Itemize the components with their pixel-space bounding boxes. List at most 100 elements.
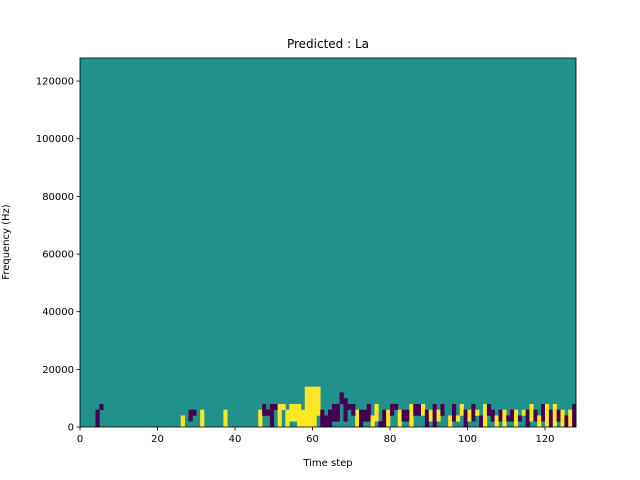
heatmap-cell — [289, 409, 294, 416]
heatmap-cell — [424, 421, 430, 428]
heatmap-cell — [467, 409, 472, 416]
heatmap-cell — [347, 403, 352, 411]
heatmap-cell — [498, 415, 503, 422]
heatmap-cell — [343, 398, 348, 405]
heatmap-cell — [475, 409, 480, 416]
heatmap-cell — [304, 403, 309, 411]
x-tick-label: 100 — [458, 434, 477, 445]
heatmap-cell — [386, 409, 391, 416]
heatmap-cell — [339, 398, 344, 405]
heatmap-cell — [258, 421, 263, 428]
heatmap-cell — [316, 392, 321, 399]
heatmap-cell — [510, 409, 515, 416]
heatmap-cell — [308, 392, 313, 399]
heatmap-cell — [312, 398, 317, 405]
heatmap-cell — [366, 415, 371, 422]
heatmap-cell — [95, 415, 100, 422]
heatmap-cell — [359, 415, 364, 422]
heatmap-cell — [413, 409, 418, 416]
heatmap-cell — [200, 421, 205, 428]
heatmap-cell — [370, 415, 375, 422]
heatmap-cell — [293, 403, 298, 411]
heatmap-cell — [331, 415, 337, 422]
heatmap-cell — [552, 403, 557, 411]
heatmap-cell — [312, 392, 317, 399]
heatmap-cell — [343, 409, 348, 416]
heatmap-cell — [304, 392, 309, 399]
heatmap-cell — [300, 415, 306, 422]
heatmap-cell — [304, 415, 309, 422]
heatmap-cell — [304, 398, 309, 405]
heatmap-cell — [390, 409, 395, 416]
y-axis: 0 20000 40000 60000 80000 100000 120000 — [36, 77, 80, 434]
heatmap-cell — [382, 415, 387, 422]
heatmap-cell — [545, 409, 550, 416]
heatmap-cell — [320, 421, 325, 428]
heatmap-cell — [355, 415, 360, 422]
heatmap-cell — [316, 403, 321, 411]
heatmap-cell — [312, 421, 317, 428]
heatmap-cell — [312, 386, 317, 393]
plot-area — [80, 58, 577, 428]
heatmap-cell — [308, 386, 313, 393]
heatmap-cell — [436, 415, 441, 422]
x-tick-label: 0 — [77, 434, 83, 445]
heatmap-cell — [320, 409, 325, 416]
heatmap-cell — [269, 421, 275, 428]
heatmap-cell — [269, 403, 275, 411]
heatmap-cell — [421, 409, 426, 416]
heatmap-cell — [529, 409, 534, 416]
heatmap-cell — [463, 415, 468, 422]
heatmap-cell — [486, 403, 492, 411]
heatmap-cell — [517, 415, 523, 422]
heatmap-cell — [335, 415, 340, 422]
heatmap-cell — [471, 403, 476, 411]
heatmap-cell — [390, 403, 395, 411]
heatmap-cell — [483, 421, 488, 428]
heatmap-cell — [459, 409, 464, 416]
heatmap-cell — [502, 415, 507, 422]
heatmap-cell — [471, 415, 476, 422]
heatmap-cell — [362, 409, 368, 416]
heatmap-cell — [277, 421, 282, 428]
heatmap-cell — [397, 415, 402, 422]
heatmap-cell — [95, 409, 100, 416]
heatmap-cell — [277, 409, 282, 416]
heatmap-cell — [99, 403, 104, 411]
heatmap-cell — [564, 415, 569, 422]
heatmap-cell — [223, 415, 228, 422]
heatmap-cell — [262, 409, 267, 416]
heatmap-cell — [409, 403, 414, 411]
heatmap-cell — [479, 421, 484, 428]
heatmap-cell — [393, 403, 399, 411]
chart-title: Predicted : La — [287, 37, 369, 51]
heatmap-cell — [455, 415, 461, 422]
heatmap-cell — [483, 415, 488, 422]
heatmap-cell — [285, 415, 290, 422]
heatmap-cell — [448, 415, 453, 422]
heatmap-cell — [355, 421, 360, 428]
heatmap-background — [80, 58, 576, 427]
heatmap-cell — [308, 415, 313, 422]
heatmap-cell — [386, 421, 391, 428]
heatmap-cell — [269, 409, 275, 416]
heatmap-cell — [514, 421, 519, 428]
heatmap-cell — [269, 415, 275, 422]
heatmap-cell — [432, 415, 437, 422]
heatmap-cell — [359, 409, 364, 416]
heatmap-cell — [192, 409, 197, 416]
heatmap-cell — [548, 415, 554, 422]
heatmap-cell — [440, 403, 445, 411]
heatmap-cell — [560, 415, 565, 422]
x-tick-label: 60 — [306, 434, 319, 445]
x-axis-label: Time step — [302, 458, 352, 469]
heatmap-cell — [258, 409, 263, 416]
heatmap-cell — [432, 421, 437, 428]
heatmap-cell — [428, 409, 433, 416]
heatmap-cell — [308, 398, 313, 405]
x-tick-label: 40 — [229, 434, 242, 445]
heatmap-cell — [223, 409, 228, 416]
x-tick-label: 120 — [535, 434, 554, 445]
heatmap-cell — [331, 409, 337, 416]
heatmap-cell — [378, 421, 383, 428]
